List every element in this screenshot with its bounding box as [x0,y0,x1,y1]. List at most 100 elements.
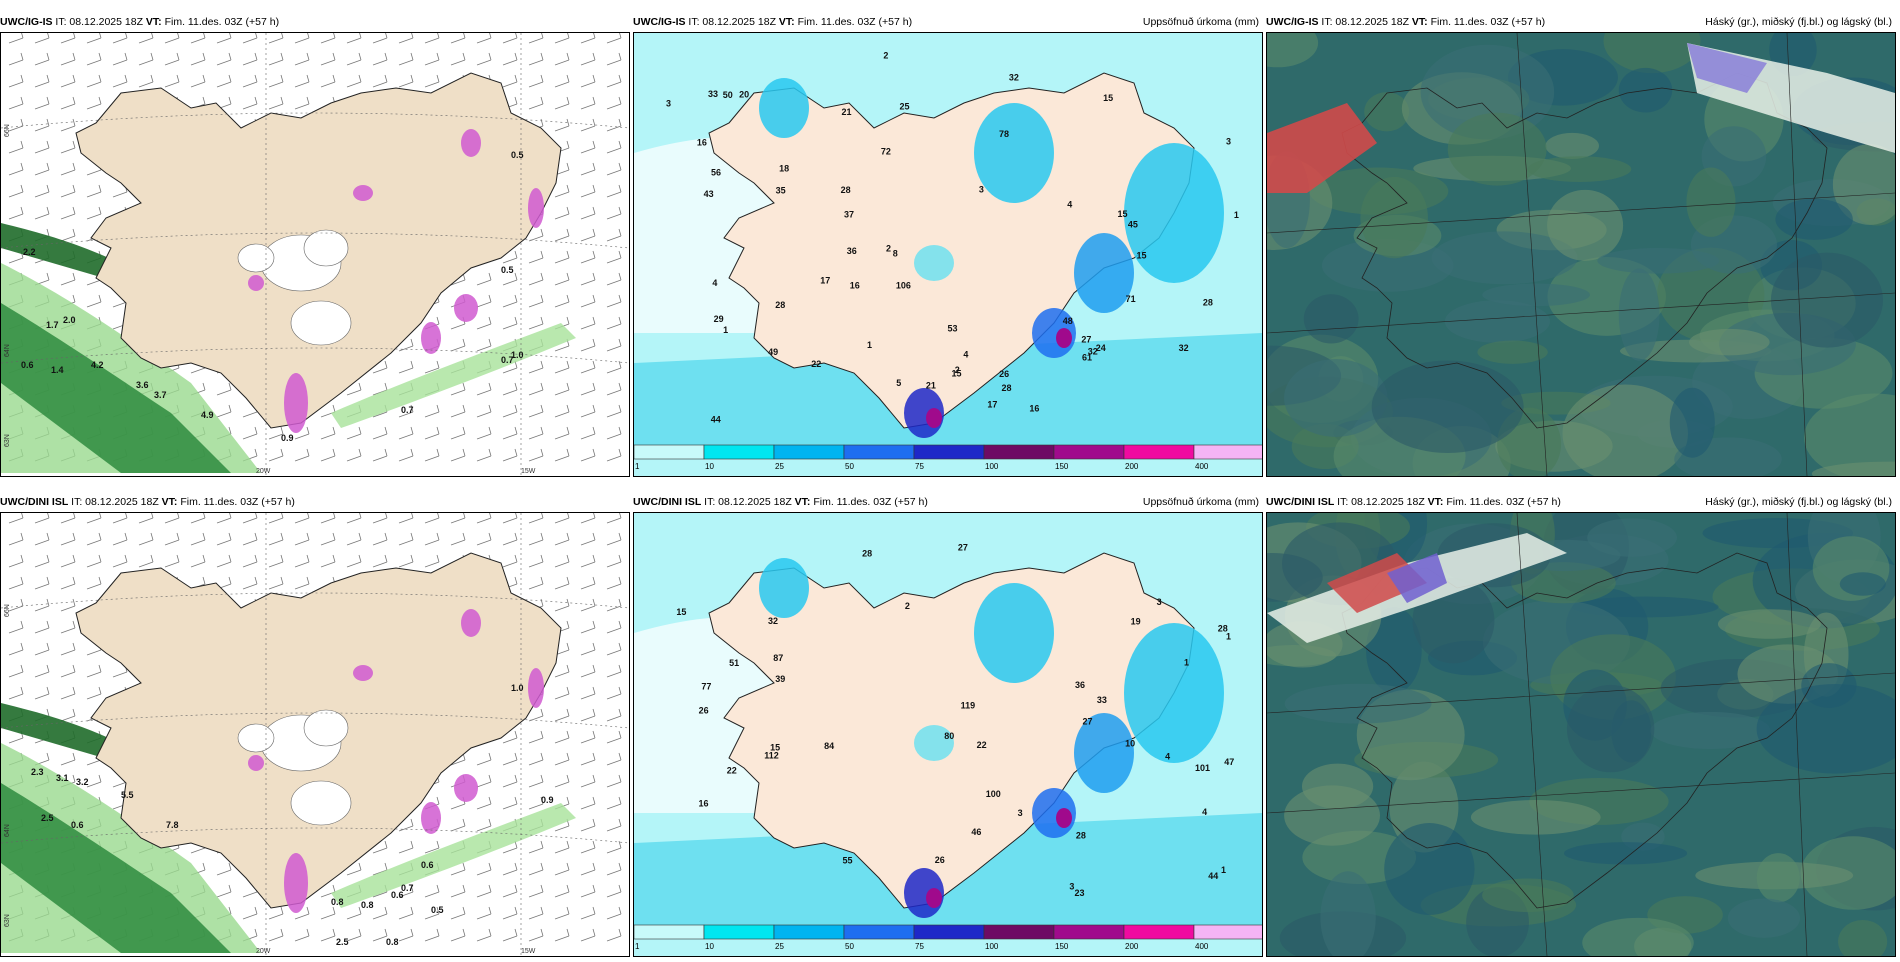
wind-barb [606,103,622,110]
wind-value-label: 0.6 [391,890,404,900]
wind-barb [528,301,544,308]
snow-blob [421,322,441,354]
wind-barb [86,693,102,700]
colorbar-swatch [1193,924,1262,940]
wind-barb [34,81,50,88]
wind-barb [554,367,570,374]
wind-barb [242,583,258,590]
cloud-area [1547,189,1624,261]
wind-barb [580,345,596,352]
wind-barb [606,389,622,396]
cloud-area [1360,176,1428,259]
wind-barb [554,433,570,440]
wind-barb [86,59,102,66]
wind-barb [346,517,362,524]
wind-barb [554,257,570,264]
wind-value-label: 0.9 [281,433,294,443]
wind-barb [528,847,544,854]
panel-wind-bottom: UWC/DINI ISL IT: 08.12.2025 18Z VT: Fim.… [0,492,630,962]
wind-barb [294,455,310,462]
panel-precip-bottom: UWC/DINI ISL IT: 08.12.2025 18Z VT: Fim.… [633,492,1263,962]
precip-value-label: 106 [896,280,911,290]
wind-barb [476,59,492,66]
precip-value-label: 28 [775,300,785,310]
cloud-area [1284,785,1381,846]
colorbar-swatch [634,924,705,940]
wind-barb [216,81,232,88]
wind-value-label: 1.7 [46,320,59,330]
wind-barb [86,279,102,286]
wind-value-label: 3.1 [56,773,69,783]
cloud-area [1756,684,1895,774]
precip-area [759,558,809,618]
wind-barb [112,191,128,198]
wind-barb [580,455,596,462]
wind-value-label: 0.6 [71,820,84,830]
wind-barb [86,37,102,44]
precip-value-label: 32 [1088,347,1098,357]
wind-value-label: 0.7 [401,405,414,415]
wind-barb [554,561,570,568]
wind-barb [476,803,492,810]
wind-barb [60,605,76,612]
lat-label: 66N [4,604,11,617]
precip-value-label: 51 [729,658,739,668]
wind-barb [450,517,466,524]
wind-value-label: 0.8 [386,937,399,947]
wind-barb [528,323,544,330]
wind-barb [554,605,570,612]
cloud-area [1770,252,1884,348]
wind-barb [554,671,570,678]
panel-title: Háský (gr.), miðský (fj.bl.) og lágský (… [1705,16,1892,28]
precip-value-label: 16 [850,281,860,291]
wind-barb [34,191,50,198]
wind-barb [372,517,388,524]
wind-barb [86,671,102,678]
wind-barb [502,389,518,396]
colorbar-tick: 25 [775,942,784,951]
wind-barb [580,59,596,66]
lon-label: 20W [256,468,271,475]
wind-barb [242,539,258,546]
wind-barb [580,825,596,832]
wind-barb [8,671,24,678]
precip-area [974,583,1054,683]
wind-barb [190,517,206,524]
wind-barb [502,869,518,876]
wind-barb [424,367,440,374]
precip-value-label: 3 [1226,136,1231,146]
wind-barb [580,759,596,766]
precip-map: 5 4 3 3 1 1 2 4 15 18 28 32 21 16 15 28 27 32 28 45 20 15 35 37… [633,32,1263,477]
precip-value-label: 26 [699,705,709,715]
precip-value-label: 16 [697,137,707,147]
precip-value-label: 47 [1224,757,1234,767]
wind-barb [554,455,570,462]
wind-barb [86,517,102,524]
precip-value-label: 35 [776,186,786,196]
wind-barb [528,81,544,88]
precip-peak [1056,808,1072,828]
wind-barb [580,125,596,132]
precip-value-label: 1 [867,340,872,350]
wind-barb [528,913,544,920]
wind-barb [502,455,518,462]
wind-barb [346,539,362,546]
wind-barb [450,389,466,396]
wind-barb [34,213,50,220]
wind-barb [424,891,440,898]
high-cloud [1267,103,1377,193]
colorbar-swatch [773,444,845,460]
wind-barb [60,627,76,634]
wind-value-label: 0.5 [431,905,444,915]
precip-value-label: 61 [1082,352,1092,362]
precip-value-label: 1 [1226,631,1231,641]
snow-blob [353,665,373,681]
wind-barb [190,37,206,44]
wind-barb [554,847,570,854]
wind-barb [580,257,596,264]
snow-blob [461,129,481,157]
lat-label: 63N [4,914,11,927]
wind-barb [320,455,336,462]
wind-barb [86,781,102,788]
